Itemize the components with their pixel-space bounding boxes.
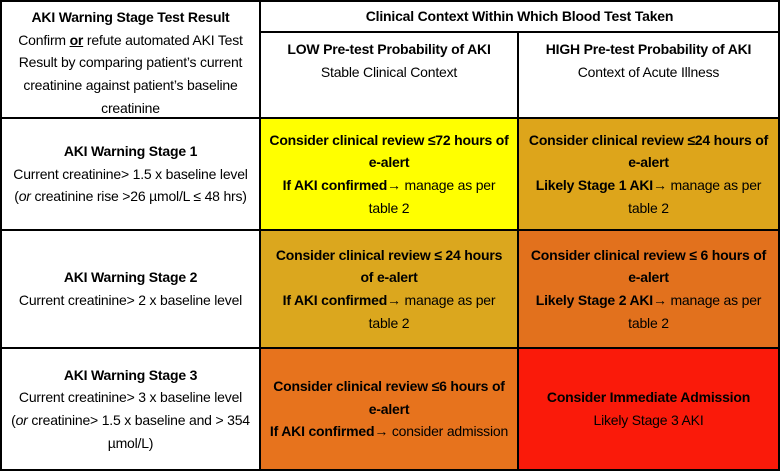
stage1-criterion-alt: (or creatinine rise >26 µmol/L ≤ 48 hrs) <box>14 188 247 205</box>
header-low-probability-cell: LOW Pre-test Probability of AKI Stable C… <box>261 33 519 119</box>
stage3-low-review-time: Consider clinical review ≤6 hours of e-a… <box>273 377 505 417</box>
stage2-definition-cell: AKI Warning Stage 2 Current creatinine> … <box>2 231 261 349</box>
low-probability-subtitle: Stable Clinical Context <box>320 63 458 80</box>
stage1-low-review-time: Consider clinical review ≤72 hours of e-… <box>269 131 509 171</box>
stage3-high-admission: Consider Immediate Admission <box>546 389 751 406</box>
header-test-result-title: AKI Warning Stage Test Result <box>31 9 230 25</box>
header-clinical-context-cell: Clinical Context Within Which Blood Test… <box>261 2 778 33</box>
or-emphasis: or <box>69 31 84 48</box>
stage1-high-review-time: Consider clinical review ≤24 hours of e-… <box>528 131 769 171</box>
stage1-high-action-cell: Consider clinical review ≤24 hours of e-… <box>519 119 778 231</box>
header-high-probability-cell: HIGH Pre-test Probability of AKI Context… <box>519 33 778 119</box>
header-test-result-description: Confirm or refute automated AKI Test Res… <box>18 31 243 116</box>
stage3-title: AKI Warning Stage 3 <box>63 366 198 383</box>
stage2-criterion: Current creatinine> 2 x baseline level <box>18 292 243 308</box>
header-test-result-cell: AKI Warning Stage Test Result Confirm or… <box>2 2 261 119</box>
stage3-low-followup: If AKI confirmed→ consider admission <box>269 423 509 440</box>
stage1-low-action-cell: Consider clinical review ≤72 hours of e-… <box>261 119 519 231</box>
stage2-high-action-cell: Consider clinical review ≤ 6 hours of e-… <box>519 231 778 349</box>
stage2-high-review-time: Consider clinical review ≤ 6 hours of e-… <box>530 246 767 286</box>
high-probability-subtitle: Context of Acute Illness <box>577 63 720 80</box>
stage1-title: AKI Warning Stage 1 <box>63 142 198 159</box>
stage1-low-followup: If AKI confirmed→ manage as per table 2 <box>282 177 496 216</box>
stage3-high-likely-stage: Likely Stage 3 AKI <box>593 412 704 428</box>
stage3-definition-cell: AKI Warning Stage 3 Current creatinine> … <box>2 349 261 469</box>
stage1-criterion: Current creatinine> 1.5 x baseline level <box>13 165 248 182</box>
stage1-definition-cell: AKI Warning Stage 1 Current creatinine> … <box>2 119 261 231</box>
stage2-low-review-time: Consider clinical review ≤ 24 hours of e… <box>275 246 503 286</box>
stage2-low-followup: If AKI confirmed→ manage as per table 2 <box>282 292 496 331</box>
stage3-low-action-cell: Consider clinical review ≤6 hours of e-a… <box>261 349 519 469</box>
stage3-high-action-cell: Consider Immediate Admission Likely Stag… <box>519 349 778 469</box>
low-probability-title: LOW Pre-test Probability of AKI <box>287 41 491 57</box>
high-probability-title: HIGH Pre-test Probability of AKI <box>545 41 752 57</box>
clinical-context-title: Clinical Context Within Which Blood Test… <box>365 8 674 25</box>
stage2-high-followup: Likely Stage 2 AKI→ manage as per table … <box>535 292 762 331</box>
stage3-criterion-alt: (or creatinine> 1.5 x baseline and > 354… <box>11 412 250 451</box>
stage1-high-followup: Likely Stage 1 AKI→ manage as per table … <box>535 177 762 216</box>
stage2-title: AKI Warning Stage 2 <box>63 269 198 286</box>
stage3-criterion: Current creatinine> 3 x baseline level <box>18 389 243 406</box>
stage2-low-action-cell: Consider clinical review ≤ 24 hours of e… <box>261 231 519 349</box>
